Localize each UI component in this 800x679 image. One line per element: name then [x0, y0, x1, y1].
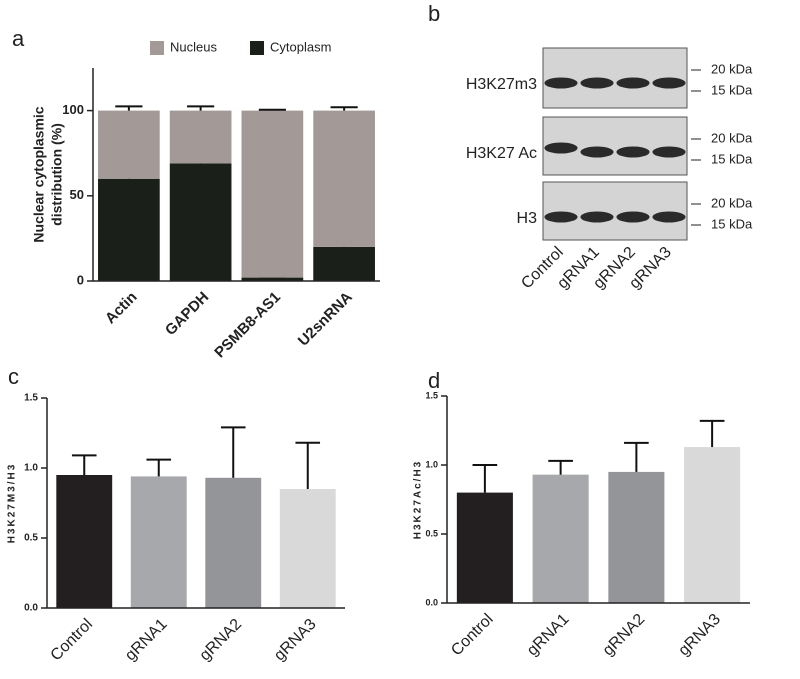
legend-label: Cytoplasm [270, 39, 331, 54]
y-tick-label: 1.0 [24, 463, 38, 474]
x-tick-label: Actin [102, 289, 141, 328]
bar [532, 474, 589, 603]
blot-band [580, 146, 614, 158]
x-tick-label: gRNA1 [524, 611, 573, 660]
y-tick-label: 0.5 [24, 533, 38, 544]
legend-swatch [150, 41, 164, 55]
bar-segment [98, 110, 160, 179]
bar-segment [98, 178, 160, 281]
blot-band [616, 146, 650, 158]
marker-label: 20 kDa [711, 195, 753, 210]
legend-swatch [250, 41, 264, 55]
bar [205, 477, 262, 608]
bar-segment [169, 163, 232, 281]
bar [279, 489, 336, 608]
y-axis-label: H3K27M3/H3 [7, 463, 18, 544]
y-tick-label: 1.5 [425, 390, 438, 400]
x-tick-label: U2snRNA [295, 289, 356, 350]
bar [130, 476, 187, 608]
y-axis-label: Nuclear cytoplasmic [31, 106, 47, 242]
y-tick-label: 0.5 [425, 528, 438, 538]
marker-label: 20 kDa [711, 61, 753, 76]
y-tick-label: 1.0 [425, 459, 438, 469]
bar-segment [241, 110, 304, 278]
y-tick-label: 50 [70, 187, 84, 202]
x-tick-label: Control [448, 611, 497, 660]
legend-label: Nucleus [170, 39, 217, 54]
blot-band [580, 211, 614, 223]
panel-letter: d [428, 368, 440, 393]
bar [56, 475, 113, 608]
y-tick-label: 100 [62, 102, 84, 117]
blot-band [652, 146, 686, 158]
y-tick-label: 0 [77, 272, 84, 287]
blot-panel [542, 181, 688, 241]
blot-band [616, 211, 650, 223]
bar-segment [169, 110, 232, 164]
blot-band [580, 77, 614, 89]
x-tick-label: gRNA2 [600, 611, 649, 660]
bar [608, 471, 665, 603]
blot-band [652, 77, 686, 89]
marker-label: 15 kDa [711, 151, 753, 166]
bar-segment [313, 246, 375, 281]
marker-label: 15 kDa [711, 82, 753, 97]
x-tick-label: GAPDH [162, 289, 212, 339]
blot-row-label: H3 [517, 210, 538, 227]
blot-band [616, 77, 650, 89]
x-tick-label: gRNA3 [675, 611, 724, 660]
marker-label: 15 kDa [711, 216, 753, 231]
blot-band [544, 142, 578, 154]
bar [684, 447, 741, 603]
blot-row-label: H3K27m3 [466, 76, 537, 93]
blot-band [652, 211, 686, 223]
panel-letter: c [8, 364, 19, 389]
blot-band [544, 77, 578, 89]
x-tick-label: gRNA1 [122, 616, 171, 665]
y-tick-label: 0.0 [425, 597, 438, 607]
panel-letter: b [428, 1, 440, 26]
marker-label: 20 kDa [711, 130, 753, 145]
panel-letter: a [12, 26, 25, 51]
y-tick-label: 0.0 [24, 603, 38, 614]
bar [456, 492, 513, 603]
blot-row-label: H3K27 Ac [466, 145, 537, 162]
x-tick-label: PSMB8-AS1 [211, 289, 284, 362]
x-tick-label: Control [48, 616, 97, 665]
y-axis-label: distribution (%) [49, 123, 65, 226]
blot-band [544, 211, 578, 223]
bar-segment [313, 110, 375, 247]
x-tick-label: gRNA3 [271, 616, 320, 665]
bar-segment [241, 277, 304, 281]
y-axis-label: H3K27Ac/H3 [413, 460, 424, 539]
x-tick-label: gRNA2 [197, 616, 246, 665]
y-tick-label: 1.5 [24, 393, 38, 404]
